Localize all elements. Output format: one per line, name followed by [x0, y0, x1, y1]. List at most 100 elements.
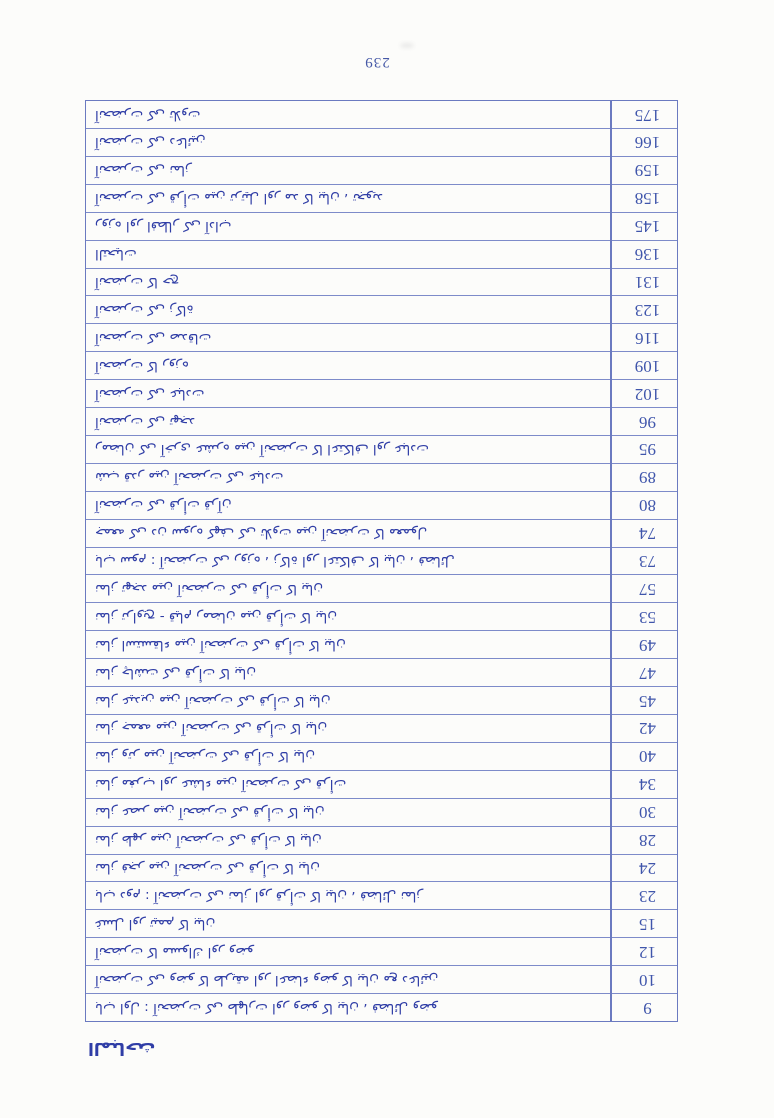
- table-row: 45 نماز عيدين مين آنحضرت كى قرأت كا بيان: [86, 686, 677, 715]
- table-row: 15 غسل اور تيمم كا بيان: [86, 909, 677, 938]
- entry-title-cell: نماز مغرب اور عشاء مين آنحضرت كى قرأت: [95, 776, 347, 793]
- entry-page-number: 24: [639, 859, 656, 879]
- entry-title-cell: غسل اور تيمم كا بيان: [95, 915, 216, 932]
- table-row: 145 روزه اور افطار كى آداب: [86, 211, 677, 240]
- table-row: 34 نماز مغرب اور عشاء مين آنحضرت كى قرأت: [86, 769, 677, 798]
- entry-title-cell: جمعه كى دن سوره كهف كى تلاوت مين آنحضرت …: [95, 525, 428, 542]
- entry-page-number: 116: [635, 328, 660, 348]
- entry-page-number: 23: [639, 886, 656, 906]
- table-row: 47 نماز چاشت كى قرأت كا بيان: [86, 658, 677, 687]
- entry-page-number: 159: [634, 161, 661, 181]
- entry-title-cell: آنحضرت كى قرأت قرآن: [95, 497, 232, 514]
- entry-page-number: 30: [639, 803, 656, 823]
- table-row: 166 آنحضرت كى دعائين: [86, 128, 677, 156]
- table-row: 28 نماز ظهر مين آنحضرت كى قرأت كا بيان: [86, 825, 677, 854]
- entry-page-number: 15: [639, 914, 656, 934]
- table-row: 9 باب اول : آنحضرت كى طهارت اور وضو كا بي…: [86, 993, 677, 1021]
- entry-title-cell: آنحضرت كى تهجد: [95, 413, 196, 430]
- table-row: 80 آنحضرت كى قرأت قرآن: [86, 490, 677, 519]
- entry-title-cell: آنحضرت كى قرأت مين ترتيل اور مد كا بيان …: [95, 190, 384, 207]
- page-number-folio: 239: [364, 54, 390, 70]
- entry-title-cell: آنحضرت كا مسواك اور وضو: [95, 943, 254, 960]
- table-row: 159 آنحضرت كى نماز: [86, 155, 677, 184]
- entry-title-cell: آنحضرت كى صدقات: [95, 329, 212, 346]
- entry-page-number: 12: [639, 942, 656, 962]
- entry-page-number: 49: [639, 635, 656, 655]
- table-row: 40 نماز وتر مين آنحضرت كى قرأت كا بيان: [86, 741, 677, 770]
- table-row: 96 آنحضرت كى تهجد: [86, 407, 677, 435]
- entry-title-cell: رمضان كى آخرى عشره مين آنحضرت كا اعتكاف …: [95, 441, 429, 458]
- entry-title-cell: روزه اور افطار كى آداب: [95, 218, 232, 235]
- table-row: 23 باب دوم : آنحضرت كى نماز اور قرأت كا ب…: [86, 881, 677, 910]
- entry-page-number: 131: [634, 272, 661, 292]
- entry-page-number: 102: [634, 384, 661, 404]
- entry-page-number: 42: [639, 719, 656, 739]
- entry-page-number: 136: [634, 245, 661, 265]
- entry-page-number: 47: [639, 663, 656, 683]
- entry-title-cell: آنحضرت كى زكاة: [95, 301, 194, 318]
- entry-title-cell: آنحضرت كى وضو كا طريقه اور اعضاء وضو كا …: [95, 971, 439, 988]
- entry-title-cell: نماز استسقاء مين آنحضرت كى قرأت كا بيان: [95, 636, 346, 653]
- entry-page-number: 74: [639, 524, 656, 544]
- table-row: 123 آنحضرت كى زكاة: [86, 295, 677, 324]
- entry-page-number: 9: [643, 998, 652, 1018]
- entry-page-number: 73: [639, 552, 656, 572]
- table-row: 53 نماز تراويح - قيام رمضان مين قرأت كا ب…: [86, 602, 677, 631]
- table-row: 10 آنحضرت كى وضو كا طريقه اور اعضاء وضو ك…: [86, 965, 677, 994]
- entry-title-cell: نماز عصر مين آنحضرت كى قرأت كا بيان: [95, 804, 325, 821]
- entry-page-number: 57: [639, 579, 656, 599]
- entry-title-cell: آنحضرت كا روزه: [95, 357, 189, 374]
- entry-page-number: 95: [639, 440, 656, 460]
- table-row: 102 آنحضرت كى عبادت: [86, 379, 677, 408]
- entry-page-number: 145: [634, 217, 661, 237]
- table-row: 136 التحيات: [86, 239, 677, 268]
- entry-page-number: 166: [634, 133, 661, 153]
- entry-title-cell: نماز جمعه مين آنحضرت كى قرأت كا بيان: [95, 720, 328, 737]
- table-row: 89 شب قدر مين آنحضرت كى عبادت: [86, 462, 677, 491]
- entry-page-number: 96: [639, 412, 656, 432]
- entry-title-cell: باب اول : آنحضرت كى طهارت اور وضو كا بيا…: [95, 999, 438, 1016]
- scan-speck: [400, 43, 414, 48]
- entry-title-cell: نماز تهجد مين آنحضرت كى قرأت كا بيان: [95, 580, 324, 597]
- table-row: 158 آنحضرت كى قرأت مين ترتيل اور مد كا بي…: [86, 183, 677, 212]
- entry-title-cell: نماز فجر مين آنحضرت كى قرأت كا بيان: [95, 860, 320, 877]
- table-row: 42 نماز جمعه مين آنحضرت كى قرأت كا بيان: [86, 714, 677, 742]
- entry-title-cell: آنحضرت كا حج: [95, 273, 180, 290]
- entry-title-cell: شب قدر مين آنحضرت كى عبادت: [95, 469, 284, 486]
- entry-page-number: 28: [639, 831, 656, 851]
- entry-page-number: 123: [634, 300, 661, 320]
- entry-page-number: 10: [639, 970, 656, 990]
- entry-title-cell: نماز عيدين مين آنحضرت كى قرأت كا بيان: [95, 692, 331, 709]
- running-head-word: المباحث: [88, 1038, 156, 1058]
- contents-table: 9 باب اول : آنحضرت كى طهارت اور وضو كا بي…: [85, 100, 678, 1022]
- entry-title-cell: آنحضرت كى نماز: [95, 162, 192, 179]
- table-row: 175 آنحضرت كى تلاوت: [86, 101, 677, 128]
- entry-title-cell: نماز چاشت كى قرأت كا بيان: [95, 664, 257, 681]
- entry-title-cell: آنحضرت كى دعائين: [95, 134, 206, 151]
- table-row: 109 آنحضرت كا روزه: [86, 351, 677, 380]
- table-row: 12 آنحضرت كا مسواك اور وضو: [86, 937, 677, 966]
- table-row: 24 نماز فجر مين آنحضرت كى قرأت كا بيان: [86, 853, 677, 882]
- entry-page-number: 80: [639, 496, 656, 516]
- entry-title-cell: باب سوم : آنحضرت كى روزه ، زكاة اور اعتك…: [95, 553, 455, 570]
- entry-title-cell: باب دوم : آنحضرت كى نماز اور قرأت كا بيا…: [95, 887, 423, 904]
- entry-page-number: 40: [639, 747, 656, 767]
- table-row: 73 باب سوم : آنحضرت كى روزه ، زكاة اور اع…: [86, 546, 677, 575]
- entry-title-cell: آنحضرت كى تلاوت: [95, 106, 201, 123]
- entry-page-number: 45: [639, 691, 656, 711]
- contents-table-rows: 9 باب اول : آنحضرت كى طهارت اور وضو كا بي…: [86, 101, 677, 1021]
- entry-page-number: 53: [639, 607, 656, 627]
- table-row: 95 رمضان كى آخرى عشره مين آنحضرت كا اعتكا…: [86, 434, 677, 463]
- entry-title-cell: نماز وتر مين آنحضرت كى قرأت كا بيان: [95, 748, 316, 765]
- entry-page-number: 109: [634, 356, 661, 376]
- table-row: 131 آنحضرت كا حج: [86, 267, 677, 296]
- table-row: 116 آنحضرت كى صدقات: [86, 323, 677, 352]
- entry-title-cell: التحيات: [95, 246, 137, 263]
- entry-page-number: 34: [639, 775, 656, 795]
- entry-title-cell: نماز تراويح - قيام رمضان مين قرأت كا بيا…: [95, 608, 338, 625]
- entry-title-cell: نماز ظهر مين آنحضرت كى قرأت كا بيان: [95, 832, 322, 849]
- table-row: 30 نماز عصر مين آنحضرت كى قرأت كا بيان: [86, 797, 677, 826]
- table-row: 49 نماز استسقاء مين آنحضرت كى قرأت كا بيا…: [86, 630, 677, 659]
